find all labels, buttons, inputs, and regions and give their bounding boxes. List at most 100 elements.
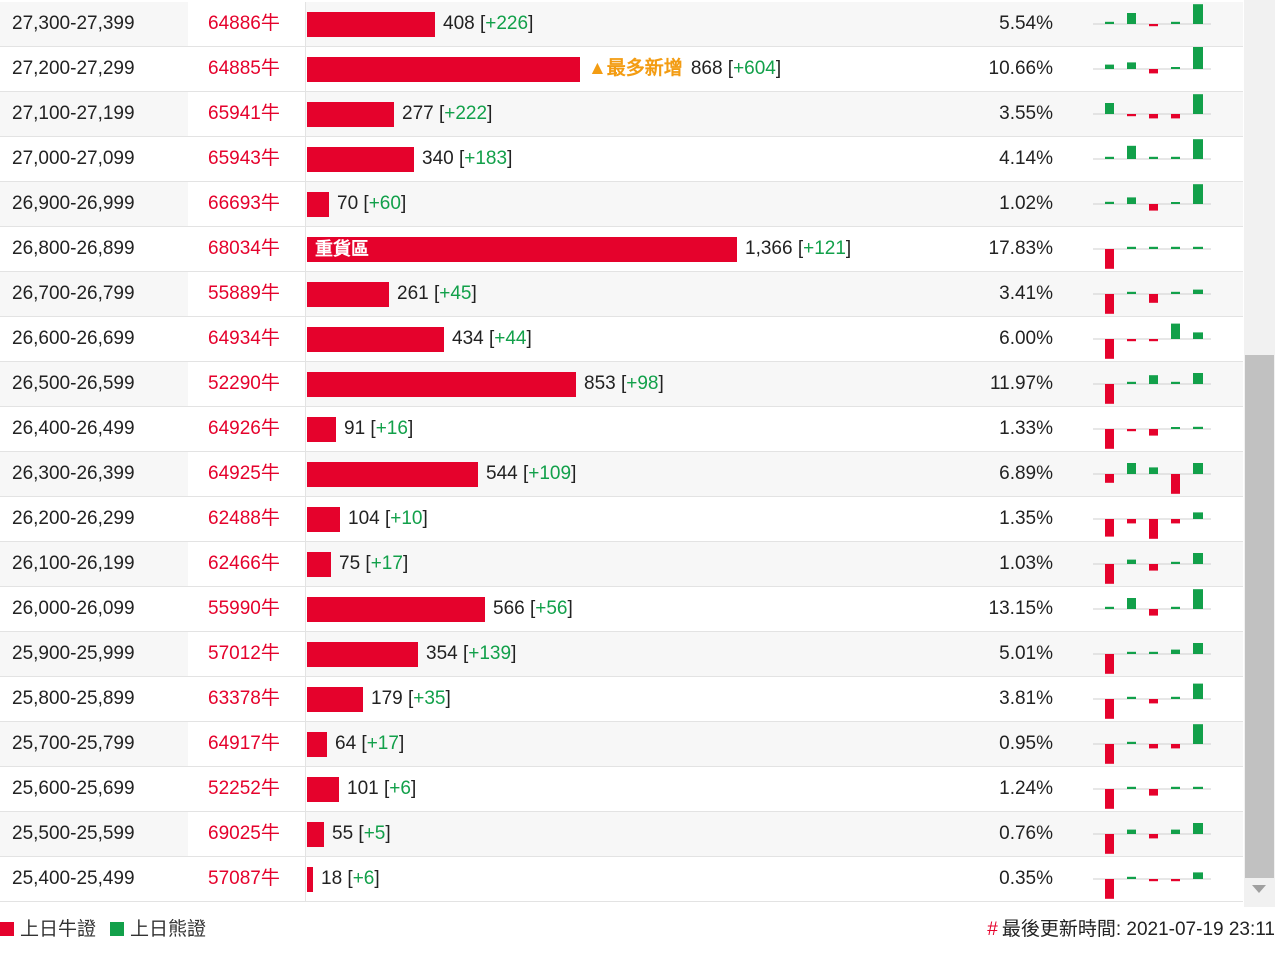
- sparkline-bar: [1105, 606, 1114, 609]
- warrant-code-link[interactable]: 55990牛: [208, 598, 280, 619]
- history-sparkline: [1093, 94, 1211, 119]
- warrant-code-link[interactable]: 63378牛: [208, 688, 280, 709]
- table-row[interactable]: 26,500-26,599 52290牛 853 [+98] 11.97%: [0, 362, 1243, 407]
- warrant-code-link[interactable]: 64925牛: [208, 463, 280, 484]
- sparkline-bar: [1149, 429, 1158, 436]
- warrant-code-link[interactable]: 62466牛: [208, 553, 280, 574]
- warrant-code-link[interactable]: 62488牛: [208, 508, 280, 529]
- table-row[interactable]: 25,800-25,899 63378牛 179 [+35] 3.81%: [0, 677, 1243, 722]
- code-cell: [188, 497, 306, 541]
- warrant-code-link[interactable]: 52252牛: [208, 778, 280, 799]
- volume-bar: [307, 12, 435, 37]
- warrant-code-link[interactable]: 57087牛: [208, 868, 280, 889]
- volume-change: +45: [439, 283, 472, 304]
- table-row[interactable]: 26,400-26,499 64926牛 91 [+16] 1.33%: [0, 407, 1243, 452]
- volume-bar: [307, 327, 444, 352]
- table-row[interactable]: 27,000-27,099 65943牛 340 [+183] 4.14%: [0, 137, 1243, 182]
- table-row[interactable]: 27,300-27,399 64886牛 408 [+226] 5.54%: [0, 2, 1243, 47]
- volume-text: 101 [+6]: [347, 767, 416, 811]
- sparkline-bar: [1171, 879, 1180, 882]
- table-row[interactable]: 25,400-25,499 57087牛 18 [+6] 0.35%: [0, 857, 1243, 902]
- table-row[interactable]: 26,000-26,099 55990牛 566 [+56] 13.15%: [0, 587, 1243, 632]
- table-row[interactable]: 27,200-27,299 64885牛 ▲最多新增 868 [+604] 10.66%: [0, 47, 1243, 92]
- warrant-code-link[interactable]: 65943牛: [208, 148, 280, 169]
- volume-text: 277 [+222]: [402, 92, 492, 136]
- table-row[interactable]: 26,100-26,199 62466牛 75 [+17] 1.03%: [0, 542, 1243, 587]
- strike-range: 26,300-26,399: [12, 463, 135, 484]
- table-row[interactable]: 25,900-25,999 57012牛 354 [+139] 5.01%: [0, 632, 1243, 677]
- scrollbar-thumb[interactable]: [1245, 355, 1274, 878]
- volume-bar: [307, 597, 485, 622]
- volume-text: 354 [+139]: [426, 632, 516, 676]
- sparkline-bar: [1171, 67, 1180, 69]
- sparkline-bar: [1193, 94, 1203, 114]
- volume-text: 18 [+6]: [321, 857, 380, 901]
- sparkline-bar: [1193, 553, 1203, 564]
- legend-bear-label: 上日熊證: [130, 919, 207, 940]
- percentage: 3.55%: [999, 103, 1053, 124]
- bracket-close: ]: [374, 868, 380, 889]
- sparkline-bar: [1193, 139, 1203, 159]
- warrant-code-link[interactable]: 68034牛: [208, 238, 280, 259]
- bracket-close: ]: [400, 193, 407, 214]
- warrant-code-link[interactable]: 57012牛: [208, 643, 280, 664]
- volume-change: +56: [535, 598, 568, 619]
- history-sparkline: [1093, 4, 1211, 27]
- strike-range: 25,400-25,499: [12, 868, 135, 889]
- volume-bar: [307, 462, 478, 487]
- sparkline-bar: [1105, 699, 1114, 719]
- warrant-code-link[interactable]: 64885牛: [208, 58, 280, 79]
- bracket-close: ]: [410, 778, 417, 799]
- table-row[interactable]: 26,200-26,299 62488牛 104 [+10] 1.35%: [0, 497, 1243, 542]
- sparkline-bar: [1171, 519, 1180, 524]
- warrant-code-link[interactable]: 55889牛: [208, 283, 280, 304]
- code-cell: [188, 542, 306, 586]
- scroll-down-arrow-icon[interactable]: [1252, 885, 1266, 893]
- history-sparkline: [1093, 872, 1211, 899]
- volume-value: 101: [347, 778, 379, 799]
- warrant-code-link[interactable]: 64886牛: [208, 13, 280, 34]
- warrant-code-link[interactable]: 64934牛: [208, 328, 280, 349]
- table-row[interactable]: 26,600-26,699 64934牛 434 [+44] 6.00%: [0, 317, 1243, 362]
- sparkline-bar: [1149, 114, 1158, 119]
- table-row[interactable]: 26,300-26,399 64925牛 544 [+109] 6.89%: [0, 452, 1243, 497]
- table-row[interactable]: 27,100-27,199 65941牛 277 [+222] 3.55%: [0, 92, 1243, 137]
- code-cell: [188, 2, 306, 46]
- sparkline-bar: [1171, 323, 1180, 339]
- table-row[interactable]: 26,700-26,799 55889牛 261 [+45] 3.41%: [0, 272, 1243, 317]
- volume-text: 1,366 [+121]: [745, 227, 851, 271]
- sparkline-bar: [1193, 786, 1203, 789]
- legend-bull: 上日牛證: [0, 907, 96, 953]
- warrant-code-link[interactable]: 66693牛: [208, 193, 280, 214]
- sparkline-bar: [1171, 246, 1180, 249]
- bracket-open: [: [479, 13, 486, 34]
- sparkline-bar: [1171, 829, 1180, 834]
- table-row[interactable]: 26,900-26,999 66693牛 70 [+60] 1.02%: [0, 182, 1243, 227]
- code-cell: [188, 272, 306, 316]
- volume-text: 408 [+226]: [443, 2, 533, 46]
- strike-range: 25,500-25,599: [12, 823, 135, 844]
- warrant-code-link[interactable]: 64926牛: [208, 418, 280, 439]
- table-row[interactable]: 25,700-25,799 64917牛 64 [+17] 0.95%: [0, 722, 1243, 767]
- sparkline-bar: [1105, 564, 1114, 584]
- table-row[interactable]: 26,800-26,899 68034牛 重貨區 1,366 [+121] 17.83%: [0, 227, 1243, 272]
- strike-range: 26,200-26,299: [12, 508, 135, 529]
- volume-text: 75 [+17]: [339, 542, 408, 586]
- volume-change: +5: [363, 823, 386, 844]
- table-row[interactable]: 25,600-25,699 52252牛 101 [+6] 1.24%: [0, 767, 1243, 812]
- bracket-open: [: [361, 733, 367, 754]
- bracket-close: ]: [402, 553, 409, 574]
- strike-range: 26,800-26,899: [12, 238, 135, 259]
- volume-value: 566: [493, 598, 525, 619]
- warrant-code-link[interactable]: 65941牛: [208, 103, 280, 124]
- legend-bull-swatch-icon: [0, 922, 14, 936]
- warrant-code-link[interactable]: 69025牛: [208, 823, 280, 844]
- table-row[interactable]: 25,500-25,599 69025牛 55 [+5] 0.76%: [0, 812, 1243, 857]
- warrant-code-link[interactable]: 52290牛: [208, 373, 280, 394]
- sparkline-bar: [1127, 463, 1136, 474]
- warrant-code-link[interactable]: 64917牛: [208, 733, 280, 754]
- sparkline-bar: [1171, 786, 1180, 789]
- volume-text: ▲最多新增 868 [+604]: [588, 47, 781, 91]
- sparkline-bar: [1149, 699, 1158, 704]
- legend-bear: 上日熊證: [110, 907, 206, 953]
